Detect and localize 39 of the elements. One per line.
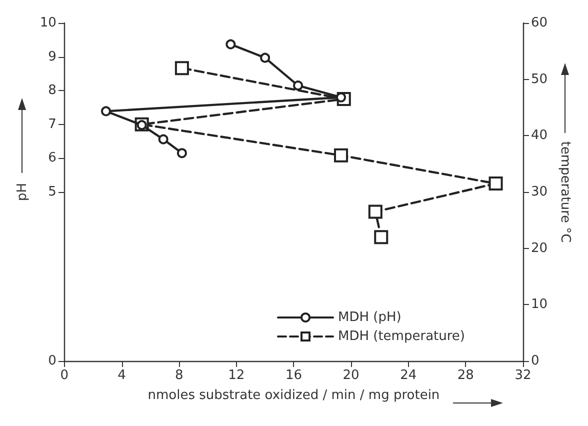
y2-axis-title: temperature °C bbox=[557, 141, 572, 243]
point bbox=[101, 106, 111, 116]
y2-tick-label: 0 bbox=[531, 354, 540, 368]
y-tick-label: 8 bbox=[48, 83, 56, 98]
y2-tick-label: 10 bbox=[531, 297, 548, 312]
x-tick-label: 8 bbox=[174, 368, 184, 383]
y-tick-label: 7 bbox=[48, 116, 56, 132]
legend-label: MDH (pH) bbox=[338, 310, 402, 325]
y2-tick-label: 50 bbox=[531, 72, 548, 87]
x-tick-label: 4 bbox=[118, 368, 126, 383]
y-tick-label: 5 bbox=[48, 184, 56, 200]
point bbox=[334, 148, 348, 162]
point bbox=[293, 80, 304, 91]
y-tick-label: 9 bbox=[48, 49, 56, 64]
x-tick-label: 12 bbox=[228, 368, 245, 383]
y2-tick-label: 40 bbox=[531, 128, 548, 144]
y2-tick-label: 60 bbox=[531, 16, 548, 30]
y2-tick-label: 20 bbox=[531, 240, 548, 256]
x-tick-label: 32 bbox=[514, 368, 532, 383]
x-tick-label: 24 bbox=[400, 368, 417, 383]
point bbox=[226, 39, 236, 50]
y-tick-label: 0 bbox=[48, 354, 56, 368]
y-axis-title: pH bbox=[15, 182, 30, 202]
point bbox=[260, 52, 270, 63]
x-tick-label: 28 bbox=[457, 368, 474, 383]
y-tick-label: 6 bbox=[48, 150, 56, 166]
x-tick-label: 16 bbox=[285, 368, 302, 383]
x-tick-label: 20 bbox=[342, 368, 360, 383]
legend-label: MDH (temperature) bbox=[338, 329, 466, 344]
point bbox=[158, 134, 168, 144]
x-axis-title: nmoles substrate oxidized / min / mg protein bbox=[148, 388, 440, 403]
point bbox=[176, 148, 187, 158]
y2-tick-label: 30 bbox=[531, 184, 548, 200]
y-tick-label: 10 bbox=[40, 16, 56, 30]
point bbox=[368, 204, 382, 219]
point bbox=[488, 176, 503, 191]
point bbox=[174, 61, 189, 76]
point bbox=[374, 230, 388, 244]
x-tick-label: 0 bbox=[60, 368, 69, 383]
